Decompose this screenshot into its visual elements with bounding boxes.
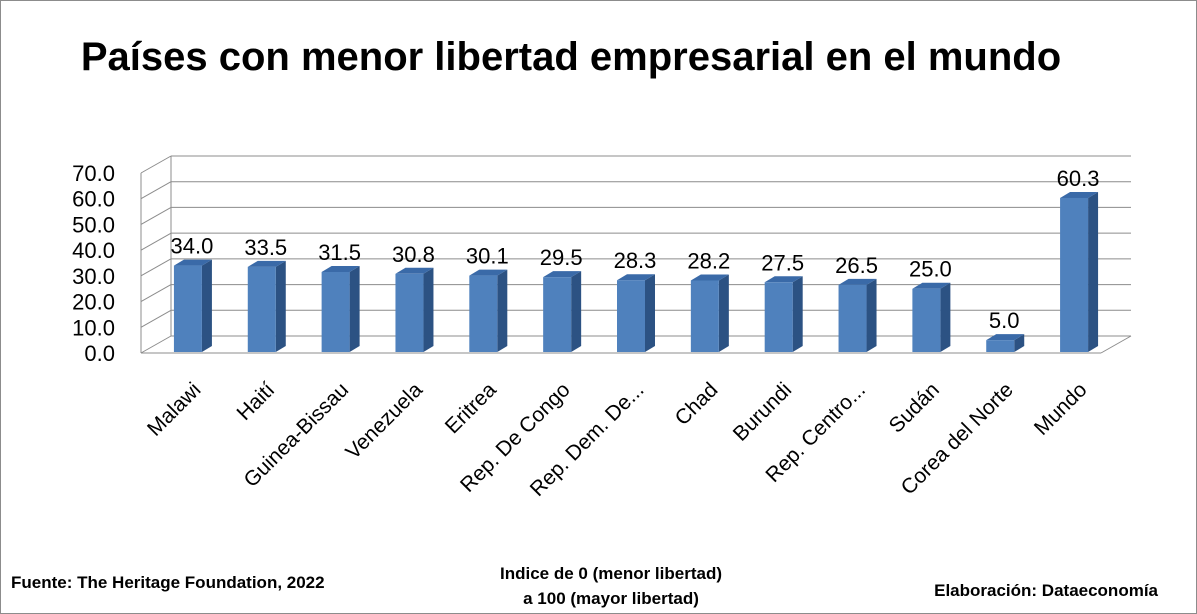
x-tick-label: Chad — [671, 378, 723, 430]
bar — [838, 284, 867, 352]
x-tick-label: Eritrea — [441, 378, 501, 438]
bar — [617, 280, 645, 352]
bar-side — [497, 269, 508, 352]
index-note: Indice de 0 (menor libertad) a 100 (mayo… — [441, 561, 781, 611]
x-tick-label: Venezuela — [341, 378, 427, 464]
bar-side — [201, 259, 212, 352]
data-label: 26.5 — [835, 253, 878, 278]
y-tick-label: 70.0 — [72, 161, 115, 186]
chart-title: Países con menor libertad empresarial en… — [80, 35, 1062, 79]
bar-side — [1088, 191, 1099, 352]
y-tick-label: 30.0 — [72, 264, 115, 289]
x-tick-label: Haití — [233, 378, 280, 425]
bar-side — [349, 266, 360, 352]
data-label: 29.5 — [540, 245, 583, 270]
bar-top — [321, 266, 360, 272]
data-label: 28.3 — [614, 248, 657, 273]
bar — [764, 282, 793, 352]
bar-top — [543, 271, 582, 278]
bar — [469, 275, 498, 352]
y-tick-label: 50.0 — [72, 212, 115, 237]
bar-top — [617, 274, 655, 281]
x-tick-label: Burundi — [729, 378, 796, 445]
bar-top — [1060, 191, 1099, 198]
data-label: 25.0 — [909, 257, 952, 282]
bar-side — [792, 276, 803, 352]
credit-note: Elaboración: Dataeconomía — [934, 581, 1158, 600]
gridline-side — [140, 258, 172, 277]
bar-side — [866, 278, 877, 352]
y-tick-label: 10.0 — [72, 315, 115, 340]
y-tick-label: 0.0 — [84, 341, 115, 366]
bar — [986, 340, 1015, 352]
y-tick-label: 20.0 — [72, 290, 115, 315]
source-note: Fuente: The Heritage Foundation, 2022 — [11, 573, 325, 592]
bar-top — [395, 267, 434, 274]
bar — [1060, 197, 1089, 352]
bar-top — [986, 334, 1025, 341]
bar-top — [247, 260, 286, 267]
y-tick-label: 60.0 — [72, 187, 115, 212]
bar-side — [1014, 334, 1025, 352]
x-tick-label: Malawi — [143, 378, 205, 440]
data-label: 30.1 — [466, 244, 509, 269]
bar-top — [838, 278, 877, 285]
data-label: 33.5 — [244, 235, 287, 260]
data-label: 60.3 — [1057, 166, 1100, 191]
gridline-side — [140, 309, 172, 328]
bar-side — [571, 271, 582, 352]
bar-top — [469, 269, 508, 276]
bar-side — [645, 274, 655, 352]
x-tick-label: Sudán — [885, 378, 944, 437]
bar-top — [912, 282, 951, 289]
data-label: 5.0 — [989, 308, 1020, 333]
index-note-line-2: a 100 (mayor libertad) — [523, 589, 699, 608]
data-label: 30.8 — [392, 242, 435, 267]
gridline-side — [140, 206, 172, 225]
index-note-line-1: Indice de 0 (menor libertad) — [500, 564, 722, 583]
bar — [321, 272, 350, 352]
bar — [173, 265, 202, 352]
bar-chart: 0.010.020.030.040.050.060.070.0 34.0 Malaw… — [72, 155, 1132, 501]
floor-right-edge — [1100, 335, 1132, 354]
bar-side — [940, 282, 951, 352]
bar — [395, 273, 424, 352]
data-label: 34.0 — [171, 234, 214, 259]
bar-top — [173, 259, 212, 266]
gridline-side — [140, 335, 172, 354]
gridline-side — [140, 155, 172, 174]
bar — [912, 288, 941, 352]
bar — [247, 266, 276, 352]
data-label: 28.2 — [687, 248, 730, 273]
gridline-side — [140, 284, 172, 303]
bar-side — [718, 274, 729, 352]
bar — [690, 280, 719, 352]
bar-top — [690, 274, 729, 281]
x-tick-label: Mundo — [1030, 378, 1092, 440]
bar — [543, 277, 572, 352]
y-tick-label: 40.0 — [72, 238, 115, 263]
data-label: 27.5 — [761, 250, 804, 275]
bar-top — [764, 276, 803, 283]
bar-side — [275, 260, 286, 352]
gridline-side — [140, 181, 172, 200]
gridline-side — [140, 232, 172, 251]
bar-side — [423, 267, 434, 352]
data-label: 31.5 — [318, 240, 361, 265]
